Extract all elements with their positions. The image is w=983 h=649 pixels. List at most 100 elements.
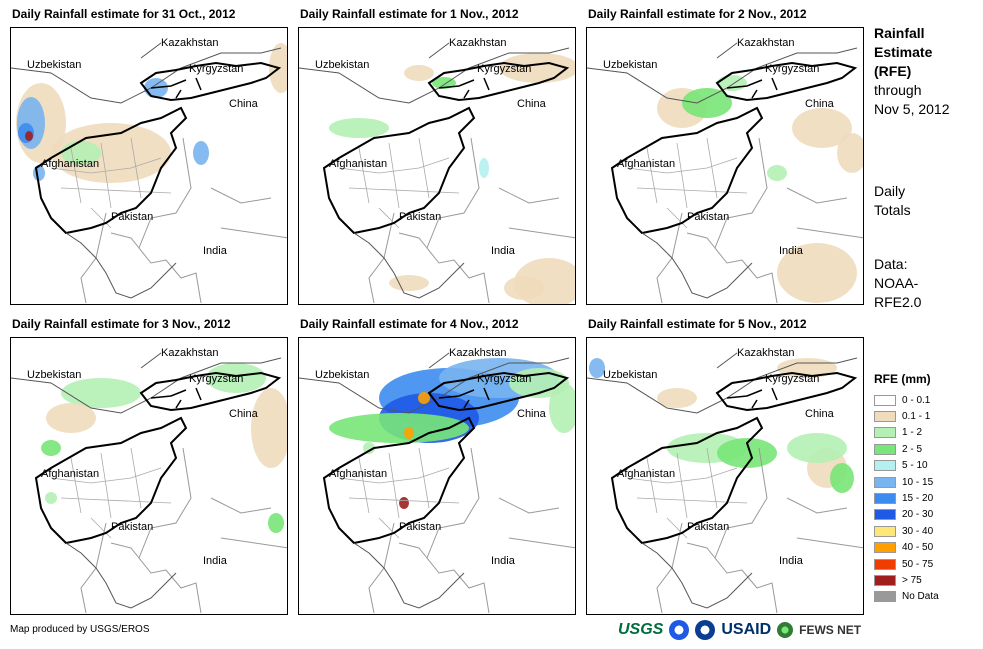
rain-area	[329, 413, 469, 443]
rain-area	[589, 358, 605, 378]
country-label-kyrgyzstan: Kyrgyzstan	[477, 373, 532, 385]
rainfall-map: Kazakhstan Uzbekistan Kyrgyzstan China Afgha…	[586, 27, 864, 305]
legend-swatch	[874, 427, 896, 439]
legend-label: 0.1 - 1	[902, 411, 931, 423]
pakistan-india-border	[138, 137, 202, 304]
map-panel-nov4: Daily Rainfall estimate for 4 Nov., 2012…	[298, 317, 586, 617]
country-label-afghanistan: Afghanistan	[329, 158, 388, 170]
fews-net-logo: FEWS NET	[799, 623, 862, 637]
panel-title: Daily Rainfall estimate for 3 Nov., 2012	[12, 317, 231, 331]
legend-items: 0 - 0.1 0.1 - 1 1 - 2 2 - 5 5 - 10 10 - 15 15 …	[874, 392, 974, 605]
country-label-india: India	[779, 245, 803, 257]
rainfall-map: Kazakhstan Uzbekistan Kyrgyzstan China Afgha…	[298, 27, 576, 305]
country-label-uzbekistan: Uzbekistan	[27, 369, 82, 381]
rain-area	[717, 438, 777, 468]
rain-area	[268, 513, 284, 533]
afghanistan-province-lines	[338, 447, 460, 539]
legend-label: 20 - 30	[902, 509, 934, 521]
usgs-logo: USGS	[618, 621, 664, 638]
legend-label: 5 - 10	[902, 460, 928, 472]
fergana-lines	[150, 77, 202, 99]
legend-item: 1 - 2	[874, 425, 974, 441]
kyrgyzstan-outline	[139, 371, 282, 412]
country-label-kyrgyzstan: Kyrgyzstan	[189, 373, 244, 385]
pakistan-province-lines	[80, 522, 140, 614]
rain-area	[549, 383, 575, 433]
legend-label: 15 - 20	[902, 493, 934, 505]
fergana-lines	[726, 387, 778, 409]
legend-swatch	[874, 542, 896, 554]
kyrgyzstan-outline	[715, 61, 858, 102]
country-label-china: China	[229, 98, 258, 110]
country-label-afghanistan: Afghanistan	[617, 468, 676, 480]
legend-item: No Data	[874, 589, 974, 605]
legend-label: 50 - 75	[902, 558, 934, 570]
legend-swatch	[874, 509, 896, 521]
rain-area	[17, 97, 45, 149]
panel-title: Daily Rainfall estimate for 31 Oct., 201…	[12, 7, 236, 21]
afghanistan-province-lines	[626, 137, 748, 229]
kyrgyzstan-outline	[715, 371, 858, 412]
country-label-uzbekistan: Uzbekistan	[315, 59, 370, 71]
country-label-china: China	[517, 408, 546, 420]
map-canvas	[299, 42, 575, 304]
legend-swatch	[874, 443, 896, 455]
pakistan-outline	[353, 542, 465, 609]
india-state-lines	[210, 497, 287, 549]
pakistan-outline	[65, 232, 177, 299]
map-canvas	[11, 42, 287, 304]
map-canvas	[587, 352, 863, 614]
legend-label: 1 - 2	[902, 427, 923, 439]
pakistan-india-border	[714, 447, 778, 614]
afghanistan-province-lines	[338, 137, 460, 229]
rain-area	[399, 497, 409, 509]
country-label-pakistan: Pakistan	[399, 211, 442, 223]
country-label-china: China	[805, 408, 834, 420]
panel-title: Daily Rainfall estimate for 2 Nov., 2012	[588, 7, 807, 21]
country-label-uzbekistan: Uzbekistan	[27, 59, 82, 71]
country-label-pakistan: Pakistan	[111, 211, 154, 223]
rain-area	[193, 141, 209, 165]
pakistan-outline	[65, 542, 177, 609]
afghanistan-province-lines	[626, 447, 748, 539]
country-label-uzbekistan: Uzbekistan	[603, 369, 658, 381]
legend-swatch	[874, 525, 896, 537]
rain-area	[479, 158, 489, 178]
pakistan-province-lines	[368, 212, 428, 304]
rain-area	[830, 463, 854, 493]
afghanistan-outline	[34, 106, 188, 235]
rain-area	[418, 392, 430, 404]
india-state-lines	[210, 187, 287, 239]
legend-swatch	[874, 591, 896, 603]
afghanistan-province-lines	[50, 447, 172, 539]
country-label-kyrgyzstan: Kyrgyzstan	[189, 63, 244, 75]
sidebar-title: Rainfall Estimate (RFE)	[874, 24, 932, 81]
fergana-lines	[726, 77, 778, 99]
map-panel-nov2: Daily Rainfall estimate for 2 Nov., 2012…	[586, 7, 874, 307]
kyrgyzstan-outline	[427, 371, 570, 412]
legend-label: > 75	[902, 574, 922, 586]
legend-title: RFE (mm)	[874, 372, 931, 386]
rain-area	[792, 108, 852, 148]
rain-area	[777, 243, 857, 303]
rain-area	[787, 433, 847, 463]
panel-title: Daily Rainfall estimate for 1 Nov., 2012	[300, 7, 519, 21]
sidebar-data-source: Data: NOAA- RFE2.0	[874, 255, 921, 312]
rain-area	[432, 77, 456, 89]
rain-area	[682, 88, 732, 118]
country-label-india: India	[491, 555, 515, 567]
rain-area	[51, 123, 171, 183]
sidebar-title-line: Rainfall	[874, 25, 925, 41]
rain-area	[25, 131, 33, 141]
country-label-kazakhstan: Kazakhstan	[737, 347, 795, 359]
rain-area	[206, 363, 266, 393]
country-label-kazakhstan: Kazakhstan	[737, 37, 795, 49]
country-label-india: India	[779, 555, 803, 567]
rain-area	[657, 388, 697, 408]
pakistan-province-lines	[80, 212, 140, 304]
legend-label: No Data	[902, 591, 939, 603]
legend-swatch	[874, 493, 896, 505]
credit-text: Map produced by USGS/EROS	[10, 624, 150, 635]
legend-item: 50 - 75	[874, 556, 974, 572]
legend-label: 0 - 0.1	[902, 394, 931, 406]
